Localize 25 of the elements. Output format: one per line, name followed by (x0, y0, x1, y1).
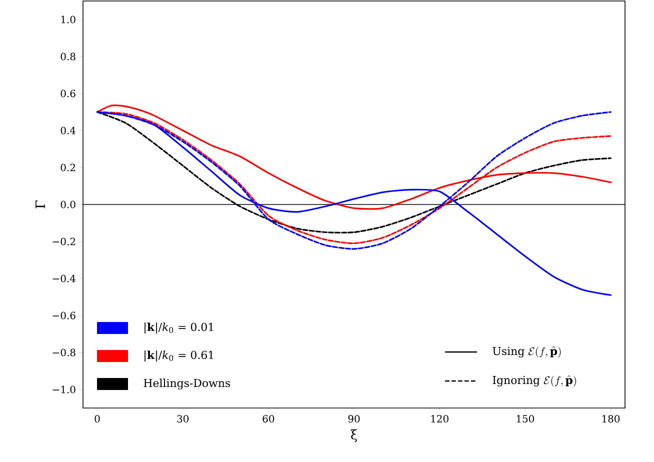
y-axis-title: Γ (36, 200, 45, 208)
y-tick-label: −0.4 (52, 274, 76, 282)
x-tick-label: 180 (602, 414, 620, 423)
x-tick-label: 60 (262, 414, 274, 423)
legend-label: |k|/k$_{0}$ = 0.01 (144, 322, 214, 334)
y-tick-label: 0.4 (60, 126, 76, 134)
y-tick-label: −0.6 (52, 312, 76, 320)
x-tick-label: 150 (516, 414, 534, 423)
y-tick-label: 0.0 (60, 200, 76, 208)
y-tick-label: −0.8 (52, 348, 76, 356)
y-tick-label: 0.2 (60, 164, 76, 172)
y-tick-label: 1.0 (61, 16, 76, 24)
annotation: $\textrm{Using }\mathcal{E}(f,\hat{\mathbf{p}})$ (492, 346, 561, 358)
x-axis-title: ξ (350, 429, 357, 442)
x-tick-label: 90 (348, 414, 360, 423)
annotation: $\textrm{Ignoring }\mathcal{E}(f,\hat{\mathbf{p}})$ (492, 375, 576, 387)
y-tick-label: 0.6 (60, 90, 76, 98)
y-tick-label: −0.2 (52, 238, 76, 246)
legend-label: Hellings-Downs (144, 378, 230, 390)
x-tick-label: 120 (431, 414, 448, 423)
x-tick-label: 30 (177, 414, 189, 423)
y-tick-label: −1.0 (52, 386, 76, 394)
x-tick-label: 0 (94, 414, 100, 423)
y-tick-label: 0.8 (60, 52, 76, 60)
legend-label: |k|/k$_{0}$ = 0.61 (144, 350, 214, 362)
